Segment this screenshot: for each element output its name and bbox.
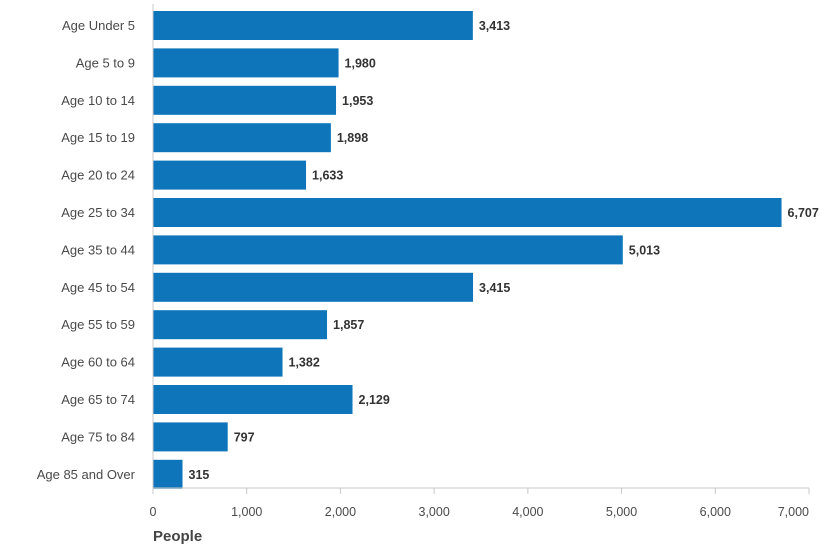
bar: [153, 310, 328, 340]
category-label: Age 35 to 44: [61, 242, 135, 257]
x-axis-title: People: [153, 528, 202, 544]
x-tick-label: 3,000: [419, 505, 450, 519]
x-tick-label: 5,000: [606, 505, 637, 519]
bar: [153, 11, 473, 40]
bar: [153, 85, 337, 115]
value-label: 2,129: [359, 393, 390, 407]
value-label: 1,898: [337, 131, 368, 145]
x-tick-label: 0: [150, 505, 157, 519]
value-labels: 3,413 1,980 1,953 1,898 1,633 6,707 5,013 3,415…: [189, 19, 819, 482]
bar: [153, 347, 283, 377]
category-label: Age 10 to 14: [61, 93, 135, 108]
x-axis-ticks: 0 1,000 2,000 3,000 4,000 5,000 6,000 7,000: [150, 488, 810, 519]
category-label: Age 85 and Over: [37, 467, 136, 482]
category-label: Age 25 to 34: [61, 205, 135, 220]
bar: [153, 235, 623, 265]
value-label: 1,382: [289, 356, 320, 370]
category-label: Age 5 to 9: [76, 55, 135, 70]
value-label: 1,857: [333, 318, 364, 332]
bar: [153, 123, 331, 153]
category-label: Age Under 5: [62, 18, 135, 33]
x-tick-label: 4,000: [512, 505, 543, 519]
bar: [153, 422, 228, 452]
category-labels: Age Under 5 Age 5 to 9 Age 10 to 14 Age 15 …: [37, 18, 136, 482]
category-label: Age 20 to 24: [61, 168, 135, 183]
x-tick-label: 2,000: [325, 505, 356, 519]
category-label: Age 15 to 19: [61, 130, 135, 145]
value-label: 6,707: [788, 206, 819, 220]
value-label: 3,413: [479, 19, 510, 33]
category-label: Age 45 to 54: [61, 280, 135, 295]
category-label: Age 65 to 74: [61, 392, 135, 407]
bar: [153, 272, 474, 302]
bar: [153, 48, 339, 78]
x-tick-label: 7,000: [778, 505, 809, 519]
value-label: 797: [234, 430, 255, 444]
value-label: 1,633: [312, 169, 343, 183]
value-label: 1,953: [342, 94, 373, 108]
value-label: 315: [189, 468, 210, 482]
bar: [153, 160, 307, 190]
category-label: Age 55 to 59: [61, 317, 135, 332]
bars-layer: [153, 11, 782, 489]
x-tick-label: 1,000: [231, 505, 262, 519]
bar: [153, 385, 353, 414]
value-label: 5,013: [629, 243, 660, 257]
bar: [153, 459, 183, 489]
category-label: Age 60 to 64: [61, 355, 135, 370]
value-label: 3,415: [479, 281, 510, 295]
x-tick-label: 6,000: [700, 505, 731, 519]
category-label: Age 75 to 84: [61, 429, 135, 444]
value-label: 1,980: [345, 56, 376, 70]
bar: [153, 198, 782, 227]
